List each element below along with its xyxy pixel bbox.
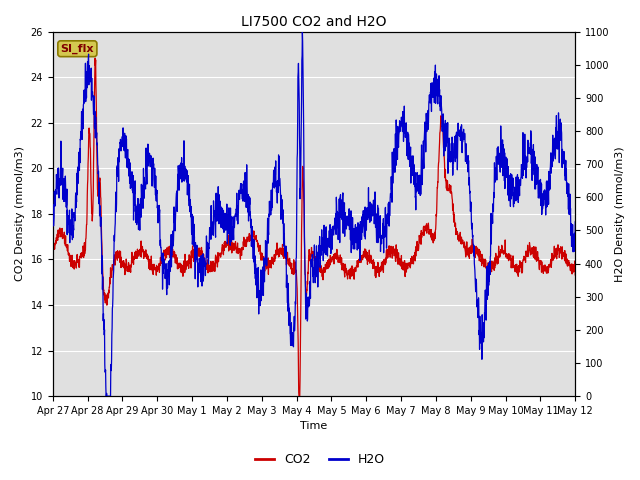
X-axis label: Time: Time — [300, 421, 328, 432]
Title: LI7500 CO2 and H2O: LI7500 CO2 and H2O — [241, 15, 387, 29]
Y-axis label: H2O Density (mmol/m3): H2O Density (mmol/m3) — [615, 146, 625, 282]
Text: SI_flx: SI_flx — [61, 44, 94, 54]
Y-axis label: CO2 Density (mmol/m3): CO2 Density (mmol/m3) — [15, 146, 25, 281]
Legend: CO2, H2O: CO2, H2O — [250, 448, 390, 471]
